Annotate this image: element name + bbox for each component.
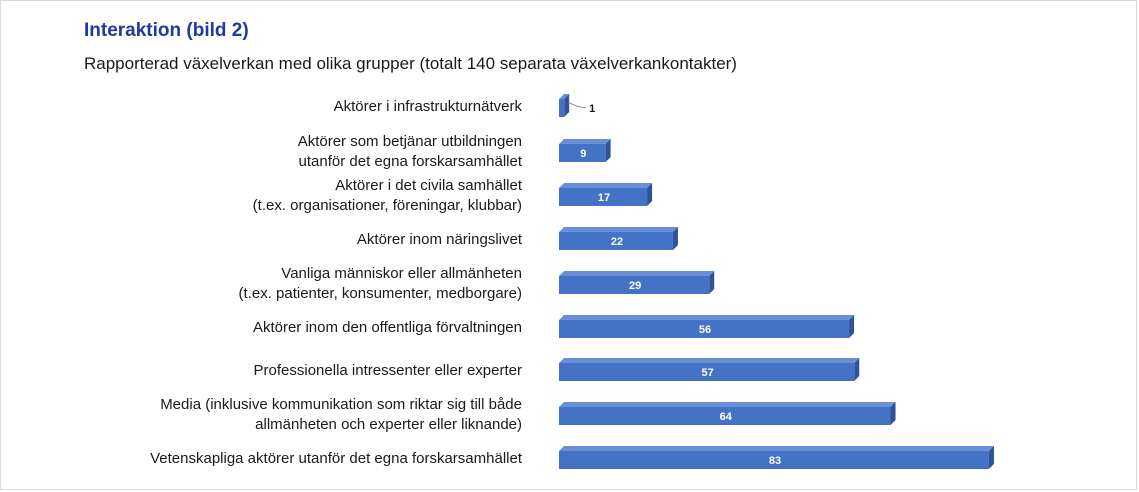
bar-side-face [709, 271, 715, 294]
bar-side-face [647, 183, 653, 206]
data-label: 57 [702, 367, 714, 379]
category-label: (t.ex. patienter, konsumenter, medborgar… [239, 285, 522, 302]
category-label: Aktörer inom den offentliga förvaltninge… [253, 319, 522, 336]
bar [559, 451, 989, 469]
data-label: 22 [611, 236, 623, 248]
bar-top-face [559, 315, 855, 320]
category-label: Vanliga människor eller allmänheten [281, 265, 522, 282]
bar-side-face [890, 402, 896, 425]
bar [559, 99, 565, 117]
bar-group [559, 315, 855, 338]
bar-top-face [559, 402, 896, 407]
category-label: Vetenskapliga aktörer utanför det egna f… [150, 450, 523, 467]
bar-group [559, 227, 678, 250]
bar-side-face [854, 358, 860, 381]
chart-subtitle: Rapporterad växelverkan med olika gruppe… [84, 54, 737, 73]
bar-top-face [559, 227, 678, 232]
category-label: (t.ex. organisationer, föreningar, klubb… [253, 197, 522, 214]
data-label: 64 [720, 411, 733, 423]
category-label: Aktörer inom näringslivet [357, 231, 523, 248]
bar-group [559, 183, 653, 206]
bar-side-face [849, 315, 855, 338]
data-label: 9 [580, 148, 586, 160]
bar-side-face [988, 446, 994, 469]
bar [559, 188, 648, 206]
bar-top-face [559, 271, 715, 276]
bar-side-face [605, 139, 611, 162]
category-label: Aktörer i det civila samhället [335, 177, 523, 194]
bar-group [559, 402, 896, 425]
bar-group [559, 358, 860, 381]
bar-top-face [559, 446, 994, 451]
data-label: 83 [769, 455, 781, 467]
leader-line [567, 101, 587, 109]
bar-top-face [559, 139, 611, 144]
category-label: Aktörer i infrastrukturnätverk [334, 98, 523, 115]
bar-group [559, 94, 570, 117]
bar [559, 276, 710, 294]
bar [559, 232, 673, 250]
bar [559, 320, 850, 338]
bar-group [559, 446, 994, 469]
category-label: allmänheten och experter eller liknande) [255, 416, 522, 433]
bar-group [559, 139, 611, 162]
category-label: utanför det egna forskarsamhället [299, 153, 523, 170]
data-label: 1 [589, 103, 595, 115]
bar [559, 144, 606, 162]
category-label: Professionella intressenter eller expert… [254, 362, 522, 379]
bar-side-face [672, 227, 678, 250]
bar-top-face [559, 94, 570, 99]
category-label: Aktörer som betjänar utbildningen [298, 133, 522, 150]
bar-top-face [559, 358, 860, 363]
data-label: 29 [629, 280, 641, 292]
chart-title: Interaktion (bild 2) [84, 20, 249, 41]
bar [559, 407, 891, 425]
bar-group [559, 271, 715, 294]
bar [559, 363, 855, 381]
category-label: Media (inklusive kommunikation som rikta… [160, 396, 522, 413]
bar-side-face [564, 94, 570, 117]
bar-top-face [559, 183, 653, 188]
data-label: 56 [699, 324, 711, 336]
data-label: 17 [598, 192, 610, 204]
